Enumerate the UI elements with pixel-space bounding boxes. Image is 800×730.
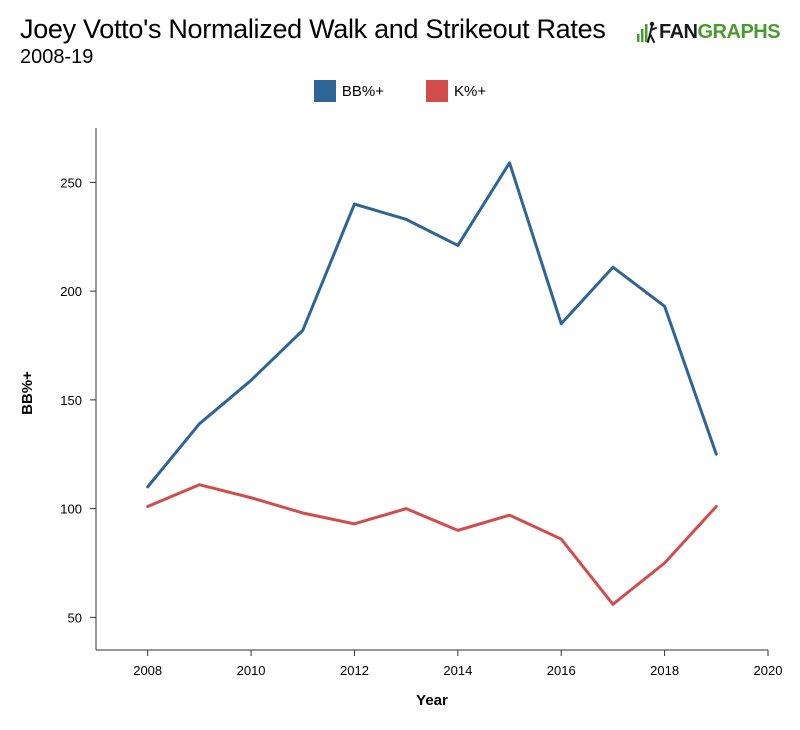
y-axis-title: BB%+ <box>19 371 36 415</box>
y-tick-label: 150 <box>60 393 82 408</box>
x-tick-label: 2016 <box>547 663 576 678</box>
x-tick-label: 2008 <box>133 663 162 678</box>
x-axis-title: Year <box>416 692 448 709</box>
legend-swatch-k <box>426 80 448 102</box>
x-tick-label: 2012 <box>340 663 369 678</box>
legend-swatch-bb <box>313 80 336 102</box>
fangraphs-logo-icon <box>636 20 658 44</box>
legend-label-k: K%+ <box>454 82 487 100</box>
series-line-k <box>146 483 718 606</box>
x-tick-label: 2020 <box>754 663 783 678</box>
chart-subtitle: 2008-19 <box>20 46 94 68</box>
fangraphs-logo: FAN GRAPHS <box>636 20 781 44</box>
y-tick-label: 50 <box>68 610 82 625</box>
series-line-bb <box>146 161 718 489</box>
legend-item-k: K%+ <box>426 80 486 102</box>
legend-label-bb: BB%+ <box>341 82 384 100</box>
y-tick-label: 250 <box>60 175 82 190</box>
logo-text-graphs: GRAPHS <box>697 20 781 43</box>
chart-legend: BB%+ K%+ <box>0 80 800 102</box>
x-tick-label: 2010 <box>237 663 266 678</box>
x-tick-label: 2018 <box>650 663 679 678</box>
y-tick-label: 100 <box>60 502 82 517</box>
logo-text-fan: FAN <box>659 20 698 43</box>
chart-title: Joey Votto's Normalized Walk and Strikeo… <box>20 14 606 44</box>
x-tick-label: 2014 <box>443 663 472 678</box>
y-tick-label: 200 <box>60 284 82 299</box>
legend-item-bb: BB%+ <box>313 80 384 102</box>
